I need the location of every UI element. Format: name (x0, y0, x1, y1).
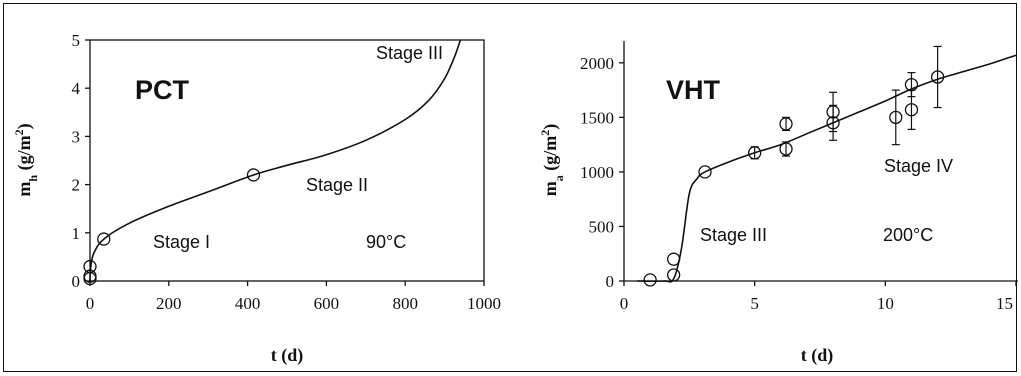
pct-y-tick-label: 5 (72, 31, 81, 50)
pct-x-tick-label: 0 (86, 294, 95, 313)
pct-chart: 0 1 2 3 4 5 0 200 400 600 800 1000 PCT Stage III S… (12, 31, 501, 366)
vht-annotation-stage-iv: Stage IV (884, 156, 953, 176)
vht-data-point (667, 252, 681, 266)
vht-x-tick-label: 0 (620, 294, 629, 313)
vht-x-tick-label: 5 (750, 294, 759, 313)
pct-annotation-stage-iii: Stage III (376, 43, 443, 63)
vht-data-point (904, 77, 919, 92)
pct-x-axis-label: t (d) (271, 345, 304, 366)
pct-x-tick-label: 600 (314, 294, 340, 313)
vht-annotation-temperature: 200°C (883, 225, 933, 245)
pct-chart-title: PCT (135, 75, 190, 105)
vht-data-point (779, 142, 793, 156)
vht-y-tick-label: 500 (589, 217, 615, 236)
pct-data-points (83, 168, 261, 286)
pct-y-tick-label: 3 (72, 127, 81, 146)
vht-data-point (930, 70, 945, 84)
vht-annotation-stage-iii: Stage III (700, 225, 767, 245)
pct-annotation-stage-ii: Stage II (306, 175, 368, 195)
pct-x-ticks: 0 200 400 600 800 1000 (86, 281, 501, 313)
vht-data-point (779, 117, 793, 131)
figure-frame (3, 3, 1017, 372)
pct-y-tick-label: 2 (72, 176, 81, 195)
pct-data-point (83, 259, 97, 274)
vht-x-tick-label: 15 (996, 294, 1013, 313)
pct-fit-curve (89, 39, 462, 282)
pct-x-tick-label: 1000 (467, 294, 501, 313)
vht-chart-title: VHT (666, 75, 721, 105)
pct-plot-area (89, 39, 485, 282)
vht-y-tick-label: 1000 (580, 163, 614, 182)
vht-y-tick-label: 1500 (580, 108, 614, 127)
pct-y-tick-label: 1 (72, 224, 81, 243)
pct-data-point (83, 269, 97, 283)
vht-x-tick-label: 10 (877, 294, 894, 313)
vht-data-point (748, 146, 762, 160)
vht-data-point (904, 103, 919, 117)
pct-y-ticks: 0 1 2 3 4 5 (72, 31, 90, 291)
vht-data-point (643, 273, 657, 287)
vht-y-tick-label: 0 (606, 272, 615, 291)
vht-data-point (889, 110, 903, 125)
pct-data-point (97, 232, 111, 246)
pct-x-tick-label: 400 (235, 294, 261, 313)
vht-x-ticks: 0 5 10 15 (620, 281, 1017, 313)
vht-data-point (826, 105, 840, 119)
vht-y-ticks: 0 500 1000 1500 2000 (580, 54, 624, 291)
vht-data-point (698, 165, 712, 179)
pct-annotation-stage-i: Stage I (153, 232, 210, 252)
pct-y-tick-label: 0 (72, 272, 81, 291)
vht-chart: 0 500 1000 1500 2000 0 5 10 15 VHT Stage III 20… (538, 41, 1018, 366)
pct-x-tick-label: 200 (156, 294, 182, 313)
pct-annotation-temperature: 90°C (366, 232, 406, 252)
pct-x-tick-label: 800 (392, 294, 418, 313)
vht-y-axis-label: ma (g/m2) (538, 124, 566, 197)
pct-data-point (246, 168, 261, 182)
vht-x-axis-label: t (d) (801, 345, 834, 366)
pct-y-tick-label: 4 (72, 79, 81, 98)
vht-axes (623, 41, 1018, 282)
vht-y-tick-label: 2000 (580, 54, 614, 73)
pct-y-axis-label: mh (g/m2) (12, 123, 40, 196)
